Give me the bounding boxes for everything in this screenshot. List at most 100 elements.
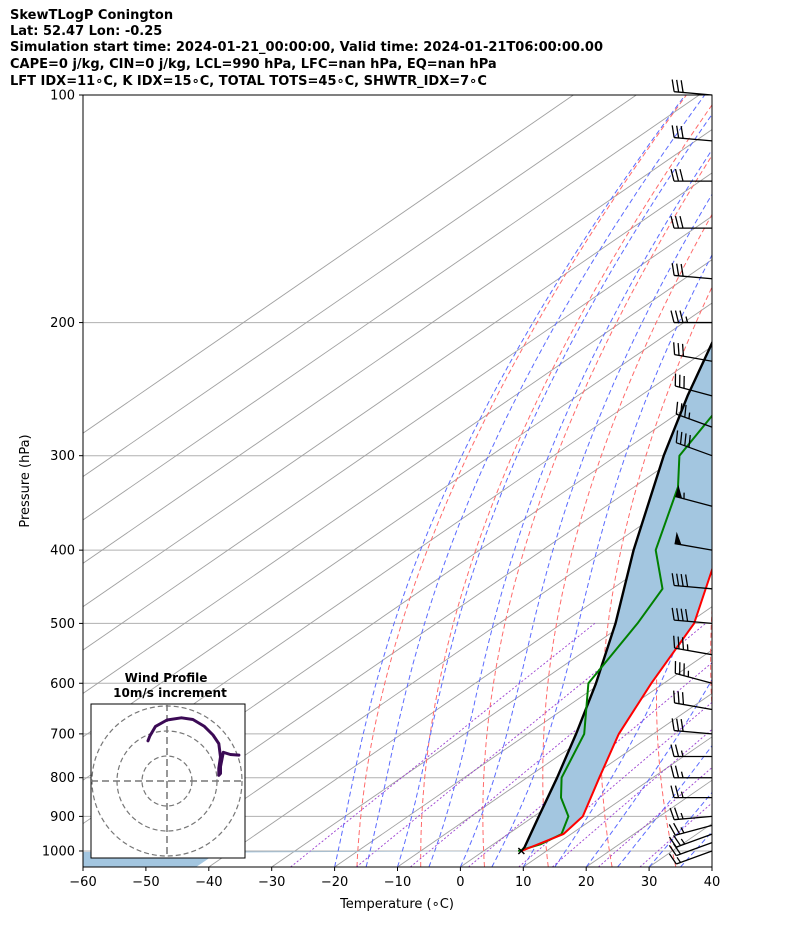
isotherm-line xyxy=(523,736,712,867)
moist-adiabat xyxy=(459,193,712,867)
y-tick-label: 400 xyxy=(50,544,75,559)
x-tick-label: −20 xyxy=(321,875,348,890)
dry-adiabat xyxy=(482,154,712,867)
mixing-ratio-line xyxy=(552,728,712,867)
y-tick-label: 600 xyxy=(50,677,75,692)
wind-barb xyxy=(670,215,712,229)
x-tick-label: 10 xyxy=(515,875,532,890)
wind-barb xyxy=(674,373,713,397)
wind-barb xyxy=(671,607,713,625)
title-line-1: SkewTLogP Conington xyxy=(10,8,174,23)
y-axis-label: Pressure (hPa) xyxy=(18,434,33,527)
isotherm-line xyxy=(334,606,712,867)
isotherm-line xyxy=(83,95,574,434)
wind-barb xyxy=(674,531,713,551)
wind-barb xyxy=(674,661,713,684)
title-line-4: CAPE=0 j/kg, CIN=0 j/kg, LCL=990 hPa, LF… xyxy=(10,57,497,72)
title-line-5: LFT IDX=11∘C, K IDX=15∘C, TOTAL TOTS=45∘… xyxy=(10,74,487,89)
isotherm-line xyxy=(711,866,712,867)
x-tick-label: −30 xyxy=(258,875,285,890)
wind-barb xyxy=(675,430,713,457)
hodograph-inset: Wind Profile 10m/s increment xyxy=(90,671,246,859)
axes: −60 −50 −40 −30 −20 −10 0 10 20 30 40 100 200 300 400 5… xyxy=(42,89,720,891)
title-line-3: Simulation start time: 2024-01-21_00:00:… xyxy=(10,40,603,55)
y-tick-label: 800 xyxy=(50,771,75,786)
moist-adiabat xyxy=(711,866,712,867)
y-tick-label: 100 xyxy=(50,89,75,104)
isotherm-line xyxy=(83,432,712,867)
wind-barb xyxy=(671,125,713,142)
wind-barb xyxy=(671,718,713,735)
isotherm-line xyxy=(83,95,637,478)
x-tick-label: −60 xyxy=(69,875,96,890)
y-tick-label: 700 xyxy=(50,727,75,742)
mixing-ratio-line xyxy=(598,766,712,867)
isotherm-line xyxy=(83,95,700,521)
wind-barb xyxy=(675,401,713,428)
mixing-ratio-line xyxy=(290,623,596,867)
dry-adiabat xyxy=(710,603,712,714)
dry-adiabat xyxy=(600,285,712,867)
moist-adiabat xyxy=(365,95,706,867)
wind-barb xyxy=(673,690,713,711)
moist-adiabat xyxy=(585,678,712,867)
isotherm-line xyxy=(83,302,712,738)
dry-adiabat xyxy=(763,95,794,867)
isotherm-line xyxy=(83,215,712,651)
parcel-start-marker xyxy=(517,847,525,855)
wind-barb xyxy=(675,484,713,507)
wind-barb xyxy=(673,342,713,362)
background-grid xyxy=(83,95,794,867)
isotherm-line xyxy=(271,562,712,867)
wind-barb xyxy=(668,822,713,836)
y-tick-label: 500 xyxy=(50,617,75,632)
hodograph-trace xyxy=(146,716,241,777)
moist-adiabat xyxy=(428,148,712,867)
x-tick-label: 0 xyxy=(456,875,464,890)
moist-adiabat xyxy=(397,113,712,867)
wind-barb xyxy=(673,635,713,656)
y-tick-label: 1000 xyxy=(42,844,75,859)
wind-barb xyxy=(670,785,712,799)
x-tick-label: −40 xyxy=(195,875,222,890)
wind-barb xyxy=(671,79,713,96)
dewpoint-line xyxy=(517,414,712,852)
wind-barb xyxy=(670,765,712,779)
wind-barb xyxy=(671,573,713,590)
wind-barb xyxy=(669,807,713,821)
wind-barbs xyxy=(668,79,713,865)
wind-barb xyxy=(670,744,712,758)
isotherm-line xyxy=(83,129,712,564)
y-tick-label: 900 xyxy=(50,810,75,825)
isotherm-line xyxy=(83,259,712,695)
wind-barb xyxy=(668,850,713,865)
hodograph-subtitle: 10m/s increment xyxy=(113,686,227,700)
wind-barb xyxy=(670,310,712,324)
x-tick-label: 30 xyxy=(641,875,658,890)
moist-adiabat xyxy=(554,530,712,867)
profile-lines xyxy=(517,340,712,855)
wind-barb xyxy=(668,833,713,848)
dry-adiabat xyxy=(356,95,687,867)
wind-barb xyxy=(670,168,712,182)
isotherm-line xyxy=(460,692,712,867)
y-tick-label: 300 xyxy=(50,449,75,464)
x-axis-label: Temperature (∘C) xyxy=(339,897,454,912)
mixing-ratio-line xyxy=(518,701,712,867)
moist-adiabat xyxy=(491,253,712,867)
moist-adiabat xyxy=(334,95,686,867)
y-tick-label: 200 xyxy=(50,316,75,331)
mixing-ratio-line xyxy=(410,623,706,867)
temperature-line xyxy=(521,566,712,852)
mixing-ratio-line xyxy=(356,623,657,867)
title-line-2: Lat: 52.47 Lon: -0.25 xyxy=(10,24,163,39)
x-tick-label: 40 xyxy=(704,875,721,890)
mixing-ratio-line xyxy=(639,802,712,867)
parcel-profile-line xyxy=(520,340,712,852)
wind-barb xyxy=(671,263,713,280)
x-tick-label: −50 xyxy=(132,875,159,890)
hodograph-title: Wind Profile xyxy=(125,671,208,685)
x-tick-label: 20 xyxy=(578,875,595,890)
isotherm-line xyxy=(83,172,712,608)
